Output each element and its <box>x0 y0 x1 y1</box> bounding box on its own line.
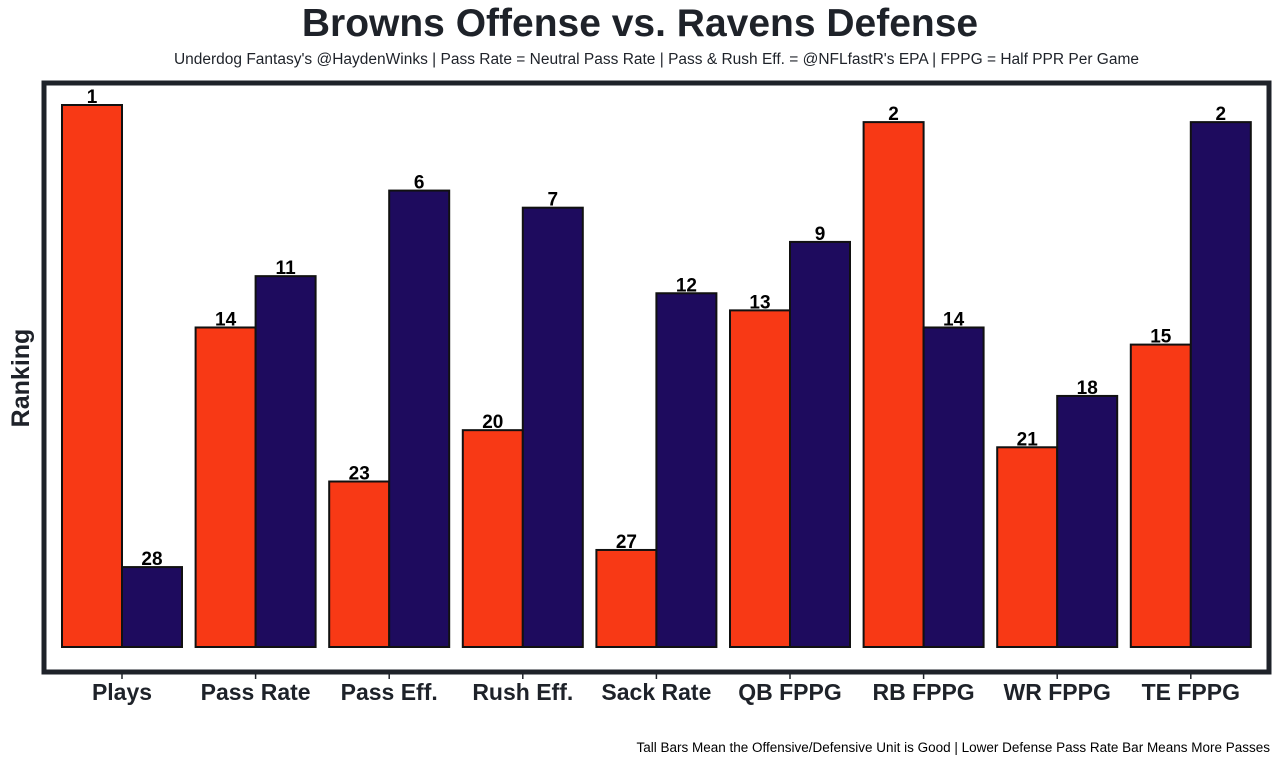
bar-value-label: 13 <box>749 292 770 313</box>
offense-bar-plays <box>61 104 123 648</box>
defense-bar-wr-fppg <box>1056 394 1119 649</box>
defense-bar-pass-eff <box>388 189 451 648</box>
defense-bar-rush-eff <box>521 206 584 648</box>
chart-subtitle: Underdog Fantasy's @HaydenWinks | Pass R… <box>173 51 1140 68</box>
x-axis: Plays Pass Rate Pass Eff. Rush Eff. Sack Rat… <box>92 674 1240 705</box>
offense-bar-qb-fppg <box>729 309 791 648</box>
offense-bar-sack-rate <box>595 548 658 648</box>
bar-value-label: 1 <box>87 87 98 108</box>
bar-value-label: 14 <box>215 309 237 330</box>
defense-bar-rb-fppg <box>922 326 985 648</box>
x-tick-label: Pass Eff. <box>341 679 438 705</box>
x-tick-label: QB FPPG <box>738 679 842 705</box>
bar-value-label: 11 <box>276 258 297 279</box>
bar-value-label: 27 <box>616 532 637 553</box>
bar-value-label: 21 <box>1017 429 1039 450</box>
bar-value-label: 2 <box>888 104 899 125</box>
plot-frame <box>41 80 1272 675</box>
defense-bar-pass-rate <box>254 275 317 648</box>
defense-bar-te-fppg <box>1189 121 1252 648</box>
defense-bar-plays <box>121 566 183 649</box>
bar-value-label: 9 <box>815 224 826 245</box>
x-tick-label: Pass Rate <box>201 679 311 705</box>
y-axis-label: Ranking <box>7 329 35 428</box>
x-tick-label: Sack Rate <box>601 679 711 705</box>
chart-title: Browns Offense vs. Ravens Defense <box>301 2 979 45</box>
bar-value-label: 15 <box>1150 327 1172 348</box>
bar-value-label: 2 <box>1216 104 1227 125</box>
bar-value-label: 18 <box>1077 378 1098 399</box>
x-tick-label: Rush Eff. <box>472 679 573 705</box>
bar-labels-group: 1 28 14 11 23 6 20 7 27 12 13 9 2 14 21 18 15 2 <box>87 87 1226 570</box>
bar-value-label: 14 <box>943 309 965 330</box>
offense-bar-te-fppg <box>1129 343 1192 648</box>
bar-value-label: 28 <box>141 549 162 570</box>
x-tick-label: Plays <box>92 679 152 705</box>
bar-value-label: 7 <box>548 190 559 211</box>
offense-bar-rush-eff <box>461 429 524 648</box>
bar-value-label: 6 <box>414 173 425 194</box>
bar-value-label: 20 <box>482 412 503 433</box>
bars-group <box>61 104 1252 649</box>
x-tick-label: WR FPPG <box>1004 679 1111 705</box>
defense-bar-sack-rate <box>655 292 718 648</box>
offense-bar-rb-fppg <box>862 121 925 648</box>
offense-bar-pass-rate <box>194 326 257 648</box>
chart-caption: Tall Bars Mean the Offensive/Defensive U… <box>636 740 1270 755</box>
bar-value-label: 23 <box>349 464 370 485</box>
offense-bar-pass-eff <box>328 480 391 648</box>
defense-bar-qb-fppg <box>789 240 851 649</box>
x-tick-label: TE FPPG <box>1142 679 1240 705</box>
x-tick-label: RB FPPG <box>872 679 974 705</box>
bar-value-label: 12 <box>676 275 697 296</box>
offense-bar-wr-fppg <box>996 446 1059 648</box>
